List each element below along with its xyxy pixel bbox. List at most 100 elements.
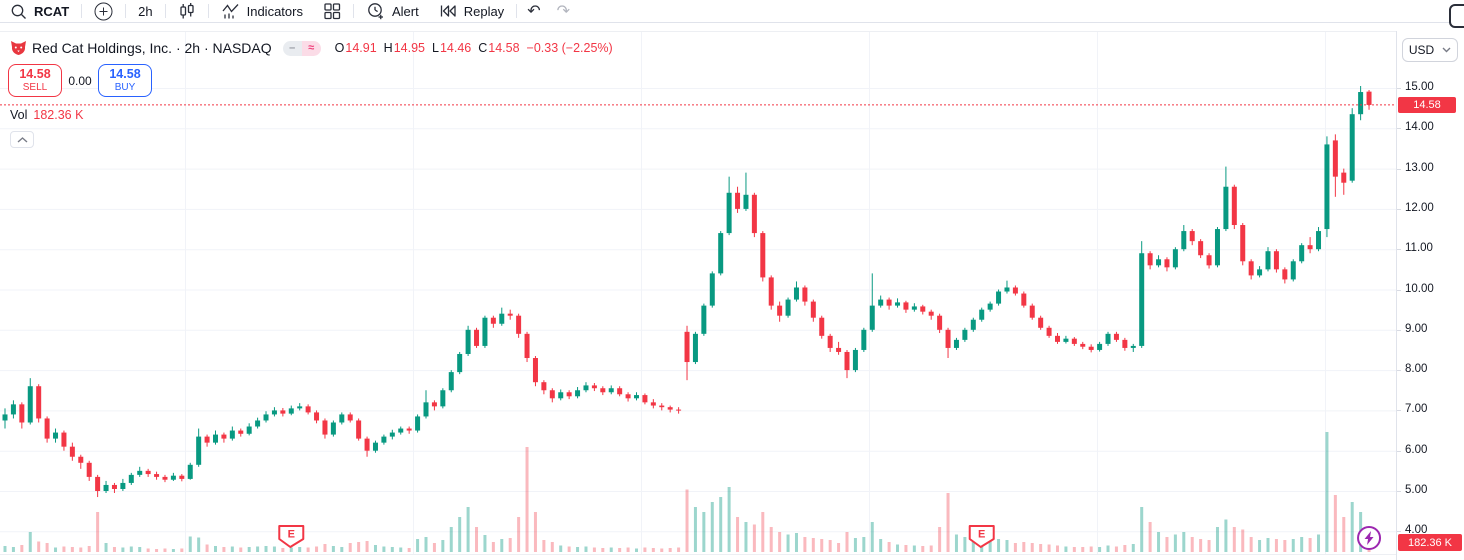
boost-lightning-icon[interactable] [1357, 526, 1382, 550]
candle-body [305, 406, 311, 413]
candle-body [507, 313, 513, 316]
candle-body [979, 309, 985, 320]
candle-body [1366, 91, 1372, 105]
candle-body [819, 317, 825, 336]
currency-dropdown[interactable]: USD [1402, 38, 1458, 62]
candle-body [903, 302, 909, 310]
search-icon [10, 3, 27, 20]
candle-body [1046, 327, 1052, 336]
volume-bar [3, 546, 7, 552]
candlestick-icon [178, 2, 196, 20]
compare-button[interactable] [84, 0, 123, 22]
volume-bar [1081, 547, 1085, 552]
candle-body [389, 432, 395, 437]
axis-tick-mark [1397, 168, 1401, 170]
open-label: O [334, 41, 345, 55]
legend-collapse-button[interactable] [10, 131, 34, 148]
volume-bar [592, 547, 596, 552]
earnings-badge[interactable]: E [278, 525, 305, 548]
indicators-button[interactable]: Indicators [211, 0, 313, 22]
volume-bar [542, 540, 546, 552]
redo-button[interactable]: ↷ [556, 3, 570, 20]
volume-bar [121, 547, 125, 552]
volume-bar [340, 547, 344, 552]
high-label: H [383, 41, 393, 55]
volume-legend: Vol 182.36 K [10, 108, 83, 122]
volume-bar [45, 543, 49, 552]
volume-bar [1072, 547, 1076, 552]
alert-button[interactable]: Alert [356, 0, 429, 22]
candle-body [987, 303, 993, 310]
volume-bar [1030, 543, 1034, 552]
candle-body [1231, 186, 1237, 226]
volume-bar [997, 539, 1001, 552]
last-price-tag: 14.58 [1398, 96, 1456, 113]
candle-body [1223, 186, 1229, 230]
candle-body [314, 412, 320, 421]
volume-bar [323, 544, 327, 552]
candle-body [1164, 259, 1170, 268]
trade-panel: 14.58 SELL 0.00 14.58 BUY [8, 64, 152, 97]
candle-body [1172, 249, 1178, 268]
interval-button[interactable]: 2h [128, 0, 162, 22]
candle-body [19, 404, 25, 423]
volume-bar [879, 539, 883, 552]
volume-bar [988, 541, 992, 552]
candle-body [659, 405, 665, 408]
volume-bar [1089, 546, 1093, 552]
low-value: 14.46 [439, 41, 472, 55]
candle-body [600, 388, 606, 393]
candle-body [128, 474, 134, 483]
candle-body [297, 406, 303, 409]
low-label: L [431, 41, 439, 55]
candle-body [751, 194, 757, 234]
candle-body [953, 339, 959, 348]
toolbar-separator [516, 4, 518, 18]
sell-button[interactable]: 14.58 SELL [8, 64, 62, 97]
volume-bar [138, 547, 142, 552]
data-status-pill[interactable]: – ≈ [282, 40, 321, 56]
indicator-templates-button[interactable] [313, 0, 351, 22]
candle-body [457, 353, 463, 373]
volume-bar [306, 547, 310, 552]
volume-bar [1291, 539, 1295, 552]
volume-bar [685, 489, 689, 552]
volume-bar [1249, 537, 1253, 552]
earnings-badge[interactable]: E [968, 525, 995, 548]
candle-body [1004, 287, 1010, 292]
volume-bar [618, 548, 622, 552]
volume-bar [1300, 537, 1304, 552]
replay-button[interactable]: Replay [429, 0, 514, 22]
volume-bar [112, 547, 116, 552]
volume-bar [1258, 540, 1262, 552]
candle-body [886, 299, 892, 306]
volume-bar [424, 537, 428, 552]
volume-bar [517, 517, 521, 552]
candle-body [1012, 287, 1018, 294]
layout-button[interactable] [1449, 4, 1464, 28]
candle-body [1273, 251, 1279, 270]
volume-bar [820, 539, 824, 552]
candle-body [162, 476, 168, 480]
candle-body [793, 287, 799, 300]
volume-bar [416, 539, 420, 552]
candle-body [1206, 255, 1212, 266]
candle-body [634, 395, 639, 399]
symbol-title[interactable]: Red Cat Holdings, Inc. · 2h · NASDAQ [32, 40, 272, 56]
volume-bar [938, 527, 942, 552]
price-axis[interactable]: USD 15.00 14.00 13.00 12.00 11.00 10.00 9.00 8.… [1396, 31, 1464, 560]
volume-bar [870, 522, 874, 552]
volume-bar [373, 545, 377, 552]
chart-style-button[interactable] [168, 0, 206, 22]
symbol-search-button[interactable]: RCAT [6, 0, 79, 22]
undo-button[interactable]: ↶ [527, 3, 541, 20]
buy-button[interactable]: 14.58 BUY [98, 64, 152, 97]
volume-bar [491, 542, 495, 552]
candle-body [827, 335, 833, 348]
candle-body [583, 385, 589, 391]
candle-body [1156, 259, 1162, 266]
price-axis-label: 9.00 [1405, 322, 1428, 335]
candle-body [271, 410, 277, 415]
